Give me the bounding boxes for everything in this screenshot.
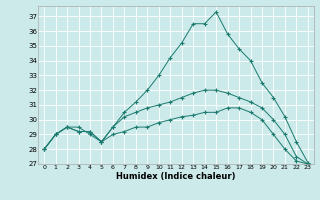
X-axis label: Humidex (Indice chaleur): Humidex (Indice chaleur) bbox=[116, 172, 236, 181]
